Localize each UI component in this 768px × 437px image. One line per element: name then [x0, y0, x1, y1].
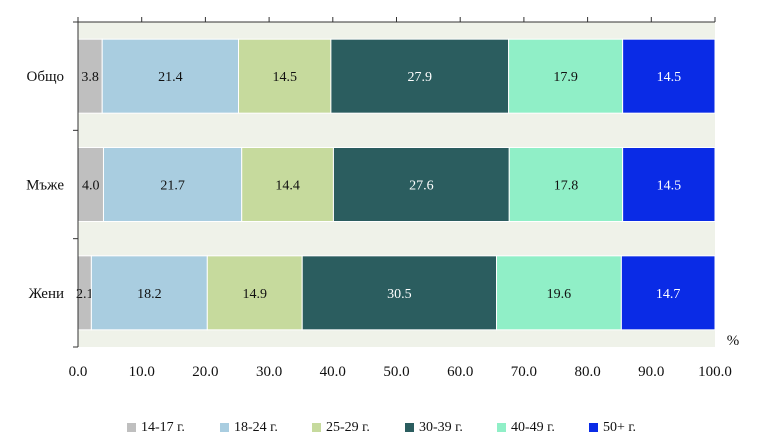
bar-segment [622, 38, 716, 114]
legend-swatch [220, 423, 229, 432]
legend-label: 30-39 г. [419, 420, 463, 432]
legend-swatch [127, 423, 136, 432]
x-tick-label: 20.0 [192, 364, 218, 380]
data-label: 14.9 [243, 287, 268, 302]
legend-label: 40-49 г. [511, 420, 555, 432]
legend-label: 18-24 г. [234, 420, 278, 432]
x-tick-label: 30.0 [256, 364, 282, 380]
x-tick-label: 0.0 [69, 364, 88, 380]
x-tick-label: 100.0 [698, 364, 732, 380]
bar-segment [206, 255, 303, 331]
legend-swatch [497, 423, 506, 432]
legend-swatch [589, 423, 598, 432]
bar-segment [101, 38, 240, 114]
bar-segment [90, 255, 208, 331]
x-tick-label: 40.0 [320, 364, 346, 380]
data-label: 30.5 [387, 287, 412, 302]
data-label: 14.7 [656, 287, 681, 302]
data-label: 14.5 [657, 179, 682, 194]
bar-segment [238, 38, 332, 114]
data-label: 14.5 [657, 70, 682, 85]
legend-label: 25-29 г. [326, 420, 370, 432]
x-tick-label: 90.0 [638, 364, 664, 380]
legend-label: 14-17 г. [141, 420, 185, 432]
data-label: 3.8 [81, 70, 99, 85]
bar-segment [508, 38, 624, 114]
category-label: Мъже [26, 178, 64, 194]
x-axis-unit-label: % [727, 333, 740, 349]
bars: 3.8 21.4 14.5 27.9 17.9 14.5 4.0 21.7 14.4 27.6 17… [76, 38, 716, 331]
bar-segment [622, 147, 716, 222]
bar-segment [241, 147, 334, 222]
data-label: 17.9 [553, 70, 578, 85]
data-label: 21.7 [160, 179, 185, 194]
bar-segment [620, 255, 716, 331]
bar-segment [330, 38, 510, 114]
bar-segment [77, 38, 103, 114]
legend: 14-17 г. 18-24 г. 25-29 г. 30-39 г. 40-49 г.… [127, 420, 636, 435]
data-label: 17.8 [554, 179, 579, 194]
bar-segment [508, 147, 624, 222]
data-label: 14.5 [272, 70, 297, 85]
x-tick-label: 80.0 [574, 364, 600, 380]
data-label: 19.6 [547, 287, 572, 302]
data-label: 27.9 [408, 70, 433, 85]
x-tick-label: 70.0 [511, 364, 537, 380]
category-label: Жени [29, 286, 64, 302]
bar-segment [332, 147, 510, 222]
x-tick-label: 60.0 [447, 364, 473, 380]
data-label: 2.1 [76, 287, 94, 302]
data-label: 27.6 [409, 179, 434, 194]
legend-swatch [312, 423, 321, 432]
x-tick-label: 10.0 [129, 364, 155, 380]
category-label: Общо [26, 69, 64, 85]
data-label: 21.4 [158, 70, 183, 85]
x-tick-label: 50.0 [383, 364, 409, 380]
data-label: 14.4 [275, 179, 300, 194]
legend-label: 50+ г. [603, 420, 636, 432]
bar-segment [102, 147, 243, 222]
legend-swatch [405, 423, 414, 432]
axes: Общо Мъже Жени 0.0 10.0 20.0 30.0 40.0 50.0 60.0 7… [26, 17, 739, 380]
data-label: 18.2 [137, 287, 162, 302]
data-label: 4.0 [82, 179, 100, 194]
